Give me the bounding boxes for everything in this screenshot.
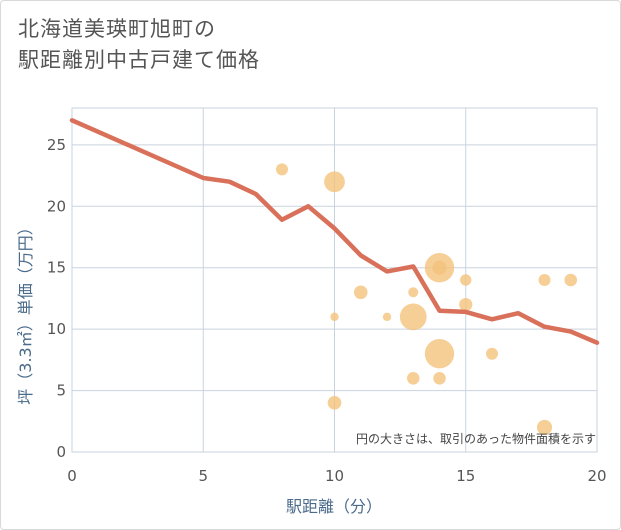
data-point bbox=[432, 260, 447, 275]
data-point bbox=[330, 312, 339, 322]
chart-title-line-2: 駅距離別中古戸建て価格 bbox=[18, 48, 260, 72]
data-point bbox=[424, 339, 455, 369]
trend-line-layer bbox=[69, 118, 600, 345]
data-point bbox=[459, 297, 473, 312]
data-point bbox=[382, 312, 392, 322]
chart-title-line-1: 北海道美瑛町旭町の bbox=[18, 17, 216, 41]
x-tick-label: 20 bbox=[587, 467, 606, 485]
x-tick-label: 15 bbox=[456, 467, 475, 485]
x-axis-label: 駅距離（分） bbox=[286, 497, 382, 516]
y-tick-label: 15 bbox=[47, 259, 66, 277]
x-tick-label: 5 bbox=[198, 467, 208, 485]
data-point bbox=[536, 419, 553, 436]
data-point bbox=[408, 287, 419, 298]
data-point bbox=[433, 371, 446, 385]
data-point bbox=[353, 285, 368, 300]
data-point bbox=[399, 303, 427, 331]
y-tick-labels: 0 5 10 15 20 25 bbox=[47, 136, 66, 461]
bubble-size-note: 円の大きさは、取引のあった物件面積を示す bbox=[356, 431, 596, 446]
y-tick-label: 5 bbox=[56, 382, 66, 400]
data-point bbox=[327, 396, 342, 410]
data-point bbox=[406, 371, 420, 385]
grid-lines bbox=[71, 107, 598, 453]
data-point bbox=[486, 347, 498, 360]
data-point bbox=[276, 163, 288, 176]
y-tick-label: 25 bbox=[47, 136, 66, 154]
bubble-layer bbox=[276, 163, 578, 436]
chart-title: 北海道美瑛町旭町の 駅距離別中古戸建て価格 bbox=[18, 14, 260, 76]
data-point bbox=[564, 273, 578, 287]
trend-line bbox=[69, 118, 600, 345]
data-point bbox=[538, 274, 551, 286]
x-tick-label: 10 bbox=[325, 467, 344, 485]
x-tick-label: 0 bbox=[67, 467, 77, 485]
y-tick-label: 0 bbox=[56, 443, 66, 461]
x-tick-labels: 0 5 10 15 20 bbox=[67, 467, 606, 485]
y-axis-label: 坪（3.3㎡）単価（万円） bbox=[16, 219, 35, 404]
y-tick-label: 20 bbox=[47, 197, 66, 215]
data-point bbox=[324, 171, 345, 193]
y-tick-label: 10 bbox=[47, 320, 66, 338]
data-point bbox=[460, 274, 472, 286]
